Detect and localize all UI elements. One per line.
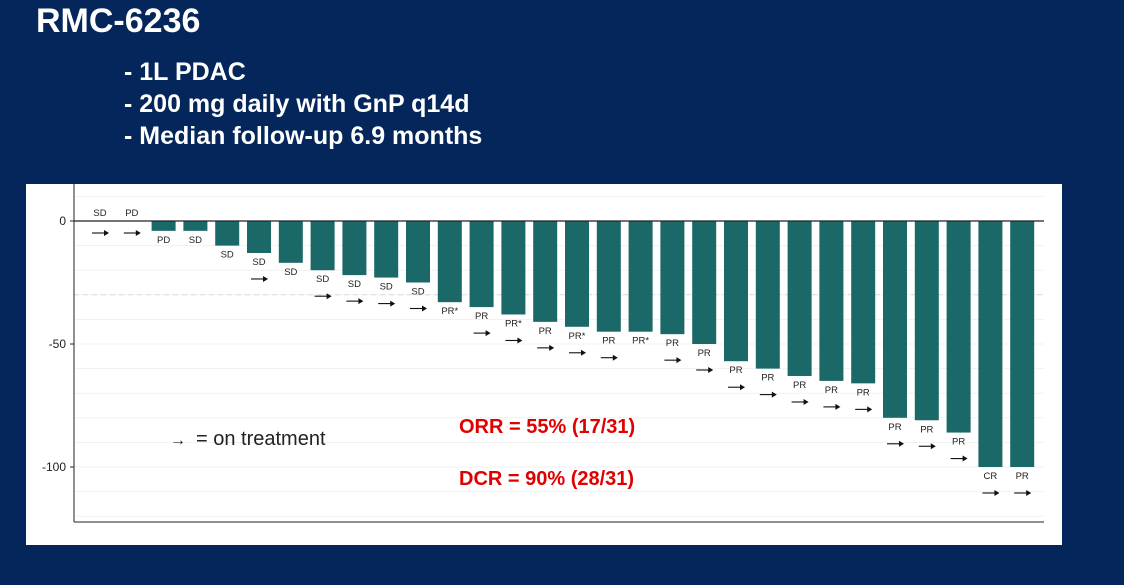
dcr-stat: DCR = 90% (28/31) [459, 468, 635, 490]
bar [851, 221, 876, 384]
response-label: PR* [505, 318, 522, 329]
bar [724, 221, 748, 362]
bar [374, 221, 399, 278]
response-label: PR* [632, 336, 649, 347]
on-treatment-arrowhead [708, 367, 714, 373]
response-label: PR [475, 311, 488, 322]
on-treatment-arrowhead [676, 357, 682, 364]
response-label: PR [793, 380, 806, 391]
on-treatment-arrowhead [422, 305, 427, 312]
response-label: SD [93, 208, 106, 219]
on-treatment-arrowhead [867, 406, 873, 413]
y-tick-label: -50 [49, 337, 67, 351]
bar [565, 221, 589, 327]
bar [437, 221, 462, 303]
on-treatment-arrowhead [962, 455, 968, 462]
bar [533, 221, 558, 322]
on-treatment-arrowhead [740, 384, 745, 391]
response-label: SD [316, 274, 329, 285]
response-label: PR [602, 336, 615, 347]
on-treatment-arrowhead [326, 293, 332, 300]
waterfall-chart: 0 -50 -100 SD PD PD SD SD SD SD SD SD SD SD PR* PR PR* PR… [42, 184, 1044, 523]
on-treatment-arrowhead [994, 490, 1000, 496]
legend: → = on treatment [170, 428, 326, 451]
bullet-item: - Median follow-up 6.9 months [124, 122, 483, 150]
bar [1010, 221, 1035, 467]
on-treatment-arrowhead [930, 443, 936, 450]
response-label: SD [348, 279, 361, 290]
slide-title: RMC-6236 [36, 2, 201, 40]
bar [247, 221, 271, 253]
bar [755, 221, 780, 369]
response-label: PR [666, 338, 679, 349]
y-tick-label: 0 [59, 214, 66, 228]
response-label: SD [284, 267, 297, 278]
response-label: SD [221, 250, 234, 261]
response-label: PD [157, 235, 170, 246]
bullet-item: - 1L PDAC [124, 58, 246, 86]
on-treatment-arrowhead [581, 349, 586, 356]
on-treatment-arrowhead [390, 300, 396, 307]
bar [183, 221, 208, 231]
bar [151, 221, 176, 231]
bar [310, 221, 335, 271]
bar [660, 221, 685, 335]
on-treatment-arrowhead [358, 298, 364, 305]
bar [628, 221, 653, 332]
response-label: PR [888, 422, 901, 433]
chart-panel: 0 -50 -100 SD PD PD SD SD SD SD SD SD SD SD PR* PR PR* PR… [26, 184, 1062, 545]
response-label: SD [411, 287, 424, 298]
on-treatment-arrowhead [135, 230, 141, 236]
bar [406, 221, 430, 283]
response-label: PR [857, 387, 870, 398]
bar [342, 221, 367, 276]
on-treatment-arrowhead [612, 354, 618, 361]
bar [501, 221, 526, 315]
bar [819, 221, 844, 381]
on-treatment-arrowhead [771, 391, 777, 398]
response-label: PD [125, 208, 138, 219]
bar [215, 221, 240, 246]
response-label: PR* [441, 306, 458, 317]
response-label: PR [539, 326, 552, 337]
legend-text: = on treatment [196, 428, 326, 450]
on-treatment-arrowhead [263, 275, 268, 282]
on-treatment-arrowhead [549, 344, 555, 351]
on-treatment-arrowhead [517, 337, 523, 344]
response-label: PR [952, 437, 965, 448]
bar [946, 221, 971, 433]
response-label: PR [729, 365, 742, 376]
orr-stat: ORR = 55% (17/31) [459, 416, 636, 438]
bar [883, 221, 907, 418]
on-treatment-arrowhead [104, 230, 109, 236]
response-label: PR [920, 424, 933, 435]
on-treatment-arrowhead [485, 330, 491, 337]
bar [978, 221, 1003, 467]
response-label: PR* [569, 331, 586, 342]
bullet-item: - 200 mg daily with GnP q14d [124, 90, 470, 118]
response-label: PR [698, 348, 711, 359]
on-treatment-arrowhead [803, 398, 809, 405]
response-label: PR [1016, 471, 1029, 482]
response-label: SD [252, 257, 265, 268]
response-label: SD [189, 235, 202, 246]
bar [596, 221, 621, 332]
response-label: PR [761, 373, 774, 384]
bar [692, 221, 717, 344]
y-tick-label: -100 [42, 460, 66, 474]
slide-bullets: - 1L PDAC - 200 mg daily with GnP q14d -… [124, 56, 482, 152]
bar [469, 221, 494, 308]
response-label: CR [984, 471, 998, 482]
on-treatment-arrowhead [835, 403, 841, 410]
response-label: SD [380, 282, 393, 293]
arrow-icon: → [170, 432, 186, 449]
bar [914, 221, 939, 421]
response-label: PR [825, 385, 838, 396]
bar [278, 221, 303, 263]
on-treatment-arrowhead [899, 440, 904, 447]
bar [787, 221, 812, 376]
on-treatment-arrowhead [1026, 490, 1032, 496]
